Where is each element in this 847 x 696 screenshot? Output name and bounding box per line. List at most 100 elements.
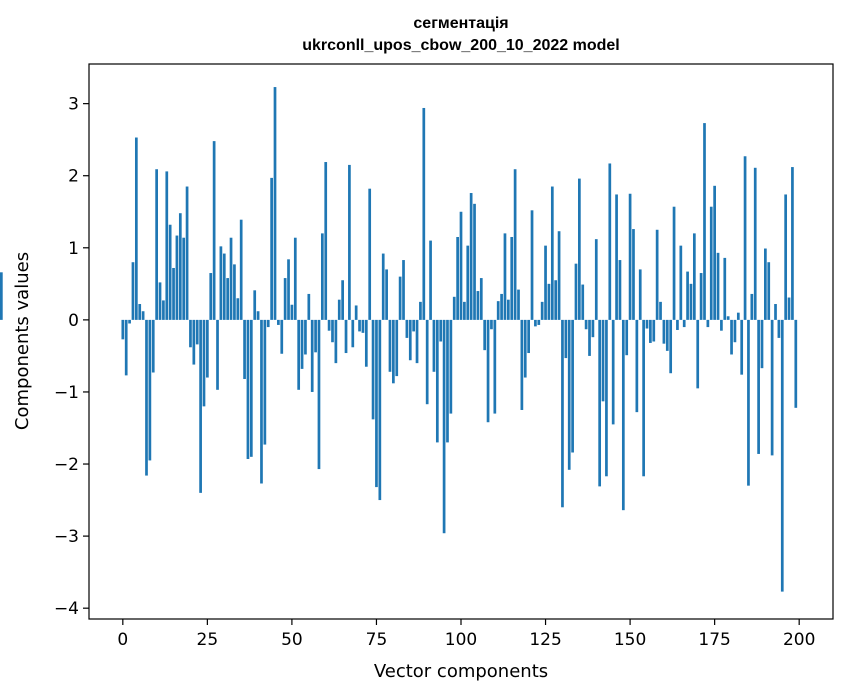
bar — [368, 188, 372, 320]
bar — [692, 233, 696, 320]
bar — [733, 319, 737, 343]
bar — [402, 260, 405, 320]
bar — [307, 293, 311, 320]
bar — [500, 293, 503, 320]
bar — [621, 319, 625, 511]
bar — [794, 319, 798, 408]
bar — [256, 311, 260, 320]
x-tick-label: 25 — [197, 630, 219, 650]
bar — [750, 293, 754, 320]
bar — [463, 301, 466, 320]
bar — [165, 171, 169, 320]
y-tick-label: −2 — [54, 455, 79, 475]
bar — [375, 319, 378, 488]
chart-subtitle: ukrconll_upos_cbow_200_10_2022 model — [302, 37, 619, 54]
x-axis-label: Vector components — [374, 661, 548, 682]
bar — [591, 319, 595, 338]
bar — [351, 319, 355, 348]
bar — [212, 141, 216, 320]
y-tick-label: 3 — [68, 95, 79, 115]
bar — [632, 229, 635, 320]
bar — [432, 319, 436, 372]
bar — [199, 319, 202, 493]
bar — [506, 299, 510, 320]
bar — [730, 319, 733, 355]
bar — [297, 319, 301, 390]
bar — [689, 283, 693, 320]
bar — [361, 319, 365, 333]
bar — [699, 273, 703, 320]
bar — [628, 193, 632, 320]
x-tick-label: 200 — [783, 630, 815, 650]
bar — [696, 319, 700, 389]
bar — [510, 236, 514, 320]
bar — [682, 319, 686, 328]
bar — [523, 319, 527, 378]
bar — [655, 229, 659, 320]
bar — [236, 298, 240, 320]
bar — [233, 264, 236, 320]
bar — [310, 319, 314, 392]
bar — [412, 319, 416, 332]
bar — [229, 237, 233, 320]
bar — [243, 319, 246, 379]
bar — [540, 301, 544, 320]
bar — [649, 319, 652, 343]
bar — [128, 319, 131, 324]
bar — [486, 319, 490, 423]
bar — [348, 164, 351, 320]
bar — [513, 169, 517, 320]
bar — [449, 319, 453, 414]
bar — [331, 319, 334, 343]
bar — [791, 167, 794, 320]
bar — [405, 319, 409, 338]
bar — [266, 319, 270, 328]
bar — [787, 297, 791, 320]
bar — [672, 206, 676, 320]
bar — [392, 319, 395, 384]
bar — [588, 319, 591, 356]
bar — [155, 169, 158, 320]
bar — [121, 319, 125, 340]
bar — [446, 319, 449, 443]
bar — [784, 194, 788, 320]
bar — [395, 319, 399, 377]
bar — [547, 283, 551, 320]
bar — [277, 319, 280, 325]
bar — [151, 319, 155, 373]
bar — [581, 284, 585, 320]
bar — [358, 319, 361, 332]
bar — [774, 304, 777, 320]
bar — [723, 257, 727, 320]
bar — [287, 259, 290, 320]
bar — [239, 219, 243, 320]
bar — [466, 245, 470, 320]
bar — [341, 280, 344, 320]
bar — [354, 305, 358, 320]
bar — [476, 291, 480, 320]
bar — [652, 319, 656, 342]
bar — [124, 319, 128, 376]
bar — [141, 311, 145, 320]
bar — [567, 319, 571, 470]
bar — [517, 289, 520, 320]
bar — [293, 237, 297, 320]
bar — [740, 319, 744, 375]
bar — [253, 290, 257, 320]
bar — [172, 267, 175, 320]
bar — [679, 245, 683, 320]
bar — [334, 319, 338, 364]
bar — [662, 319, 666, 344]
bar — [618, 260, 622, 320]
y-tick-label: −1 — [54, 383, 79, 403]
bar — [435, 319, 439, 443]
bar — [270, 177, 273, 320]
bar — [226, 278, 230, 320]
bar — [520, 319, 524, 410]
bar — [473, 203, 476, 320]
bar — [767, 262, 771, 320]
bar — [314, 319, 317, 353]
bar — [131, 262, 135, 320]
bar — [550, 186, 554, 320]
